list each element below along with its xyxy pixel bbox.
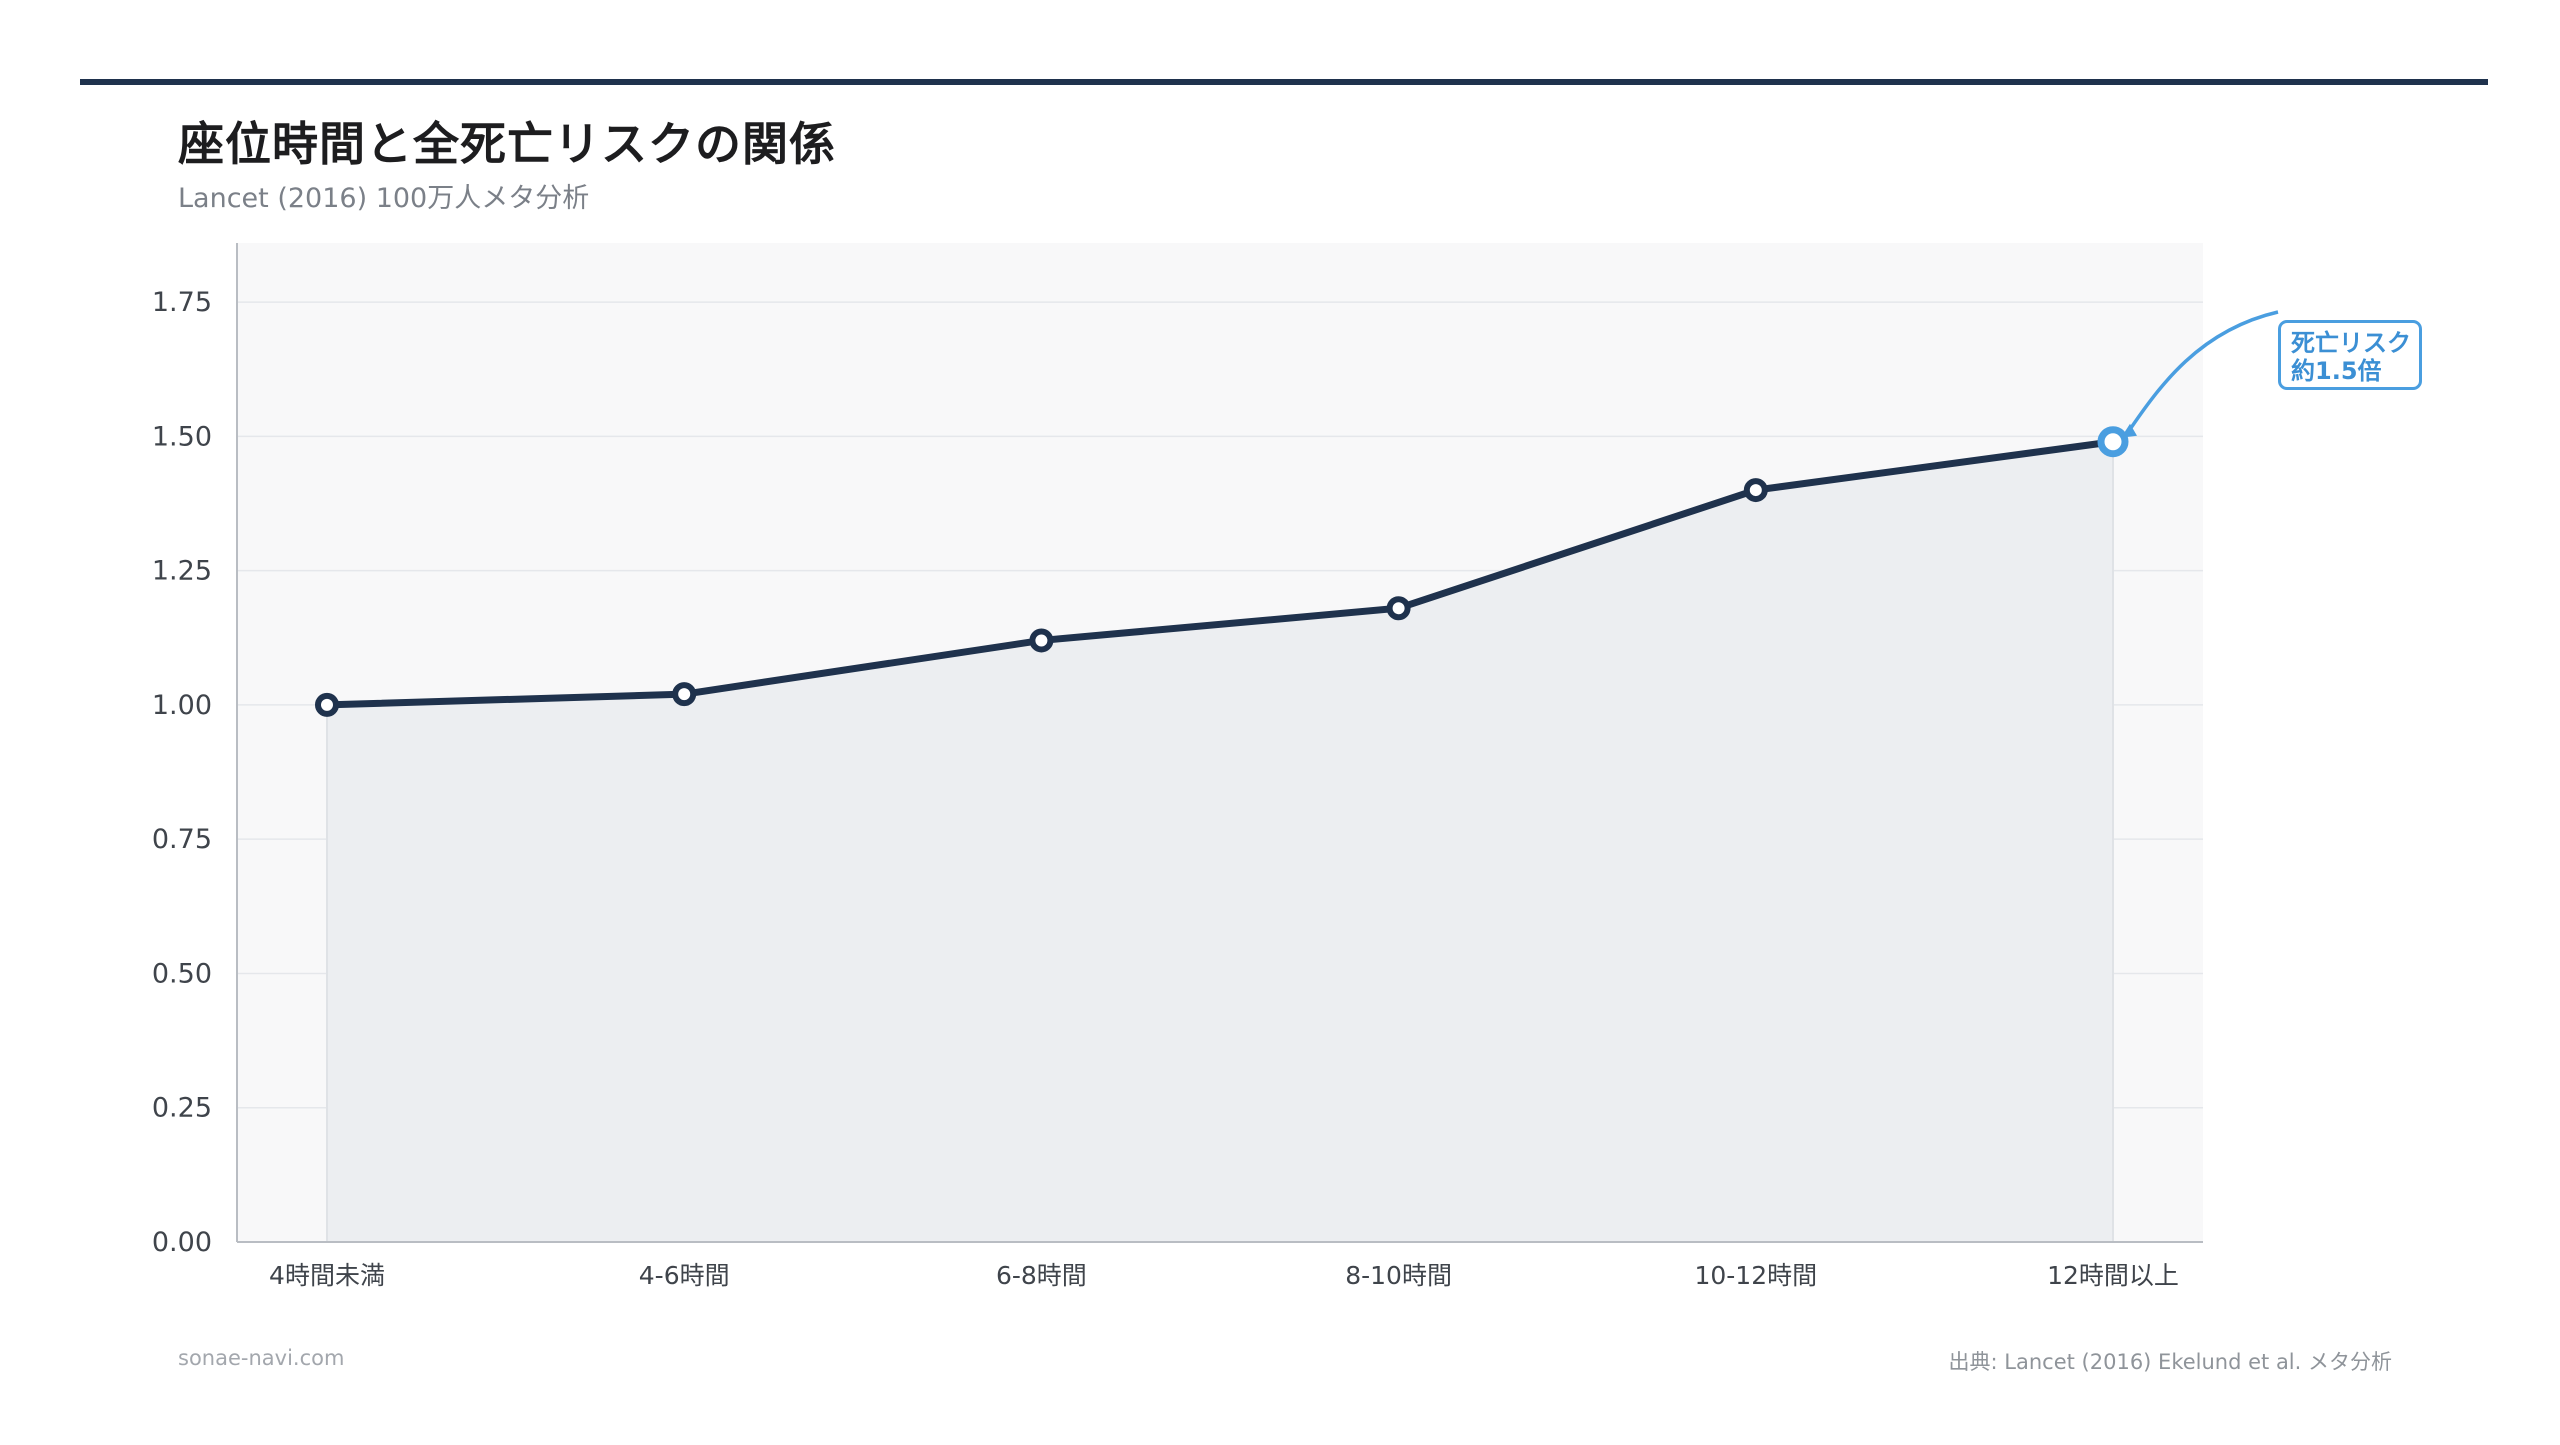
y-tick-label: 0.25 bbox=[152, 1093, 212, 1124]
y-tick-label: 0.50 bbox=[152, 958, 212, 989]
top-rule bbox=[80, 79, 2488, 85]
data-point bbox=[1029, 628, 1054, 653]
x-tick-label: 12時間以上 bbox=[2047, 1261, 2179, 1290]
x-tick-label: 8-10時間 bbox=[1345, 1261, 1452, 1290]
annotation-callout: 死亡リスク 約1.5倍 bbox=[2278, 320, 2422, 390]
data-point bbox=[1743, 478, 1768, 503]
y-tick-label: 1.00 bbox=[152, 690, 212, 721]
y-tick-label: 0.75 bbox=[152, 824, 212, 855]
series-line bbox=[323, 438, 2117, 709]
data-point bbox=[315, 692, 339, 717]
footer-source: 出典: Lancet (2016) Ekelund et al. メタ分析 bbox=[1948, 1350, 2392, 1374]
area-fill bbox=[327, 441, 2113, 1242]
data-point bbox=[1386, 596, 1411, 621]
x-tick-label: 6-8時間 bbox=[996, 1261, 1087, 1290]
y-tick-label: 1.75 bbox=[152, 287, 212, 318]
data-point bbox=[672, 682, 697, 707]
x-tick-label: 4時間未満 bbox=[269, 1261, 385, 1290]
x-tick-label: 4-6時間 bbox=[639, 1261, 730, 1290]
x-tick-label: 10-12時間 bbox=[1694, 1261, 1817, 1290]
y-tick-label: 0.00 bbox=[152, 1227, 212, 1258]
footer-site: sonae-navi.com bbox=[178, 1346, 345, 1370]
data-point-highlight bbox=[2097, 426, 2129, 458]
annotation-arrow bbox=[2125, 310, 2279, 435]
y-tick-label: 1.50 bbox=[152, 421, 212, 452]
chart-subtitle: Lancet (2016) 100万人メタ分析 bbox=[178, 183, 590, 214]
y-tick-label: 1.25 bbox=[152, 556, 212, 587]
chart-title: 座位時間と全死亡リスクの関係 bbox=[178, 117, 836, 171]
annotation-arrowhead bbox=[2121, 423, 2137, 438]
annotation-line1: 死亡リスク bbox=[2291, 329, 2411, 357]
annotation-line2: 約1.5倍 bbox=[2291, 357, 2382, 385]
